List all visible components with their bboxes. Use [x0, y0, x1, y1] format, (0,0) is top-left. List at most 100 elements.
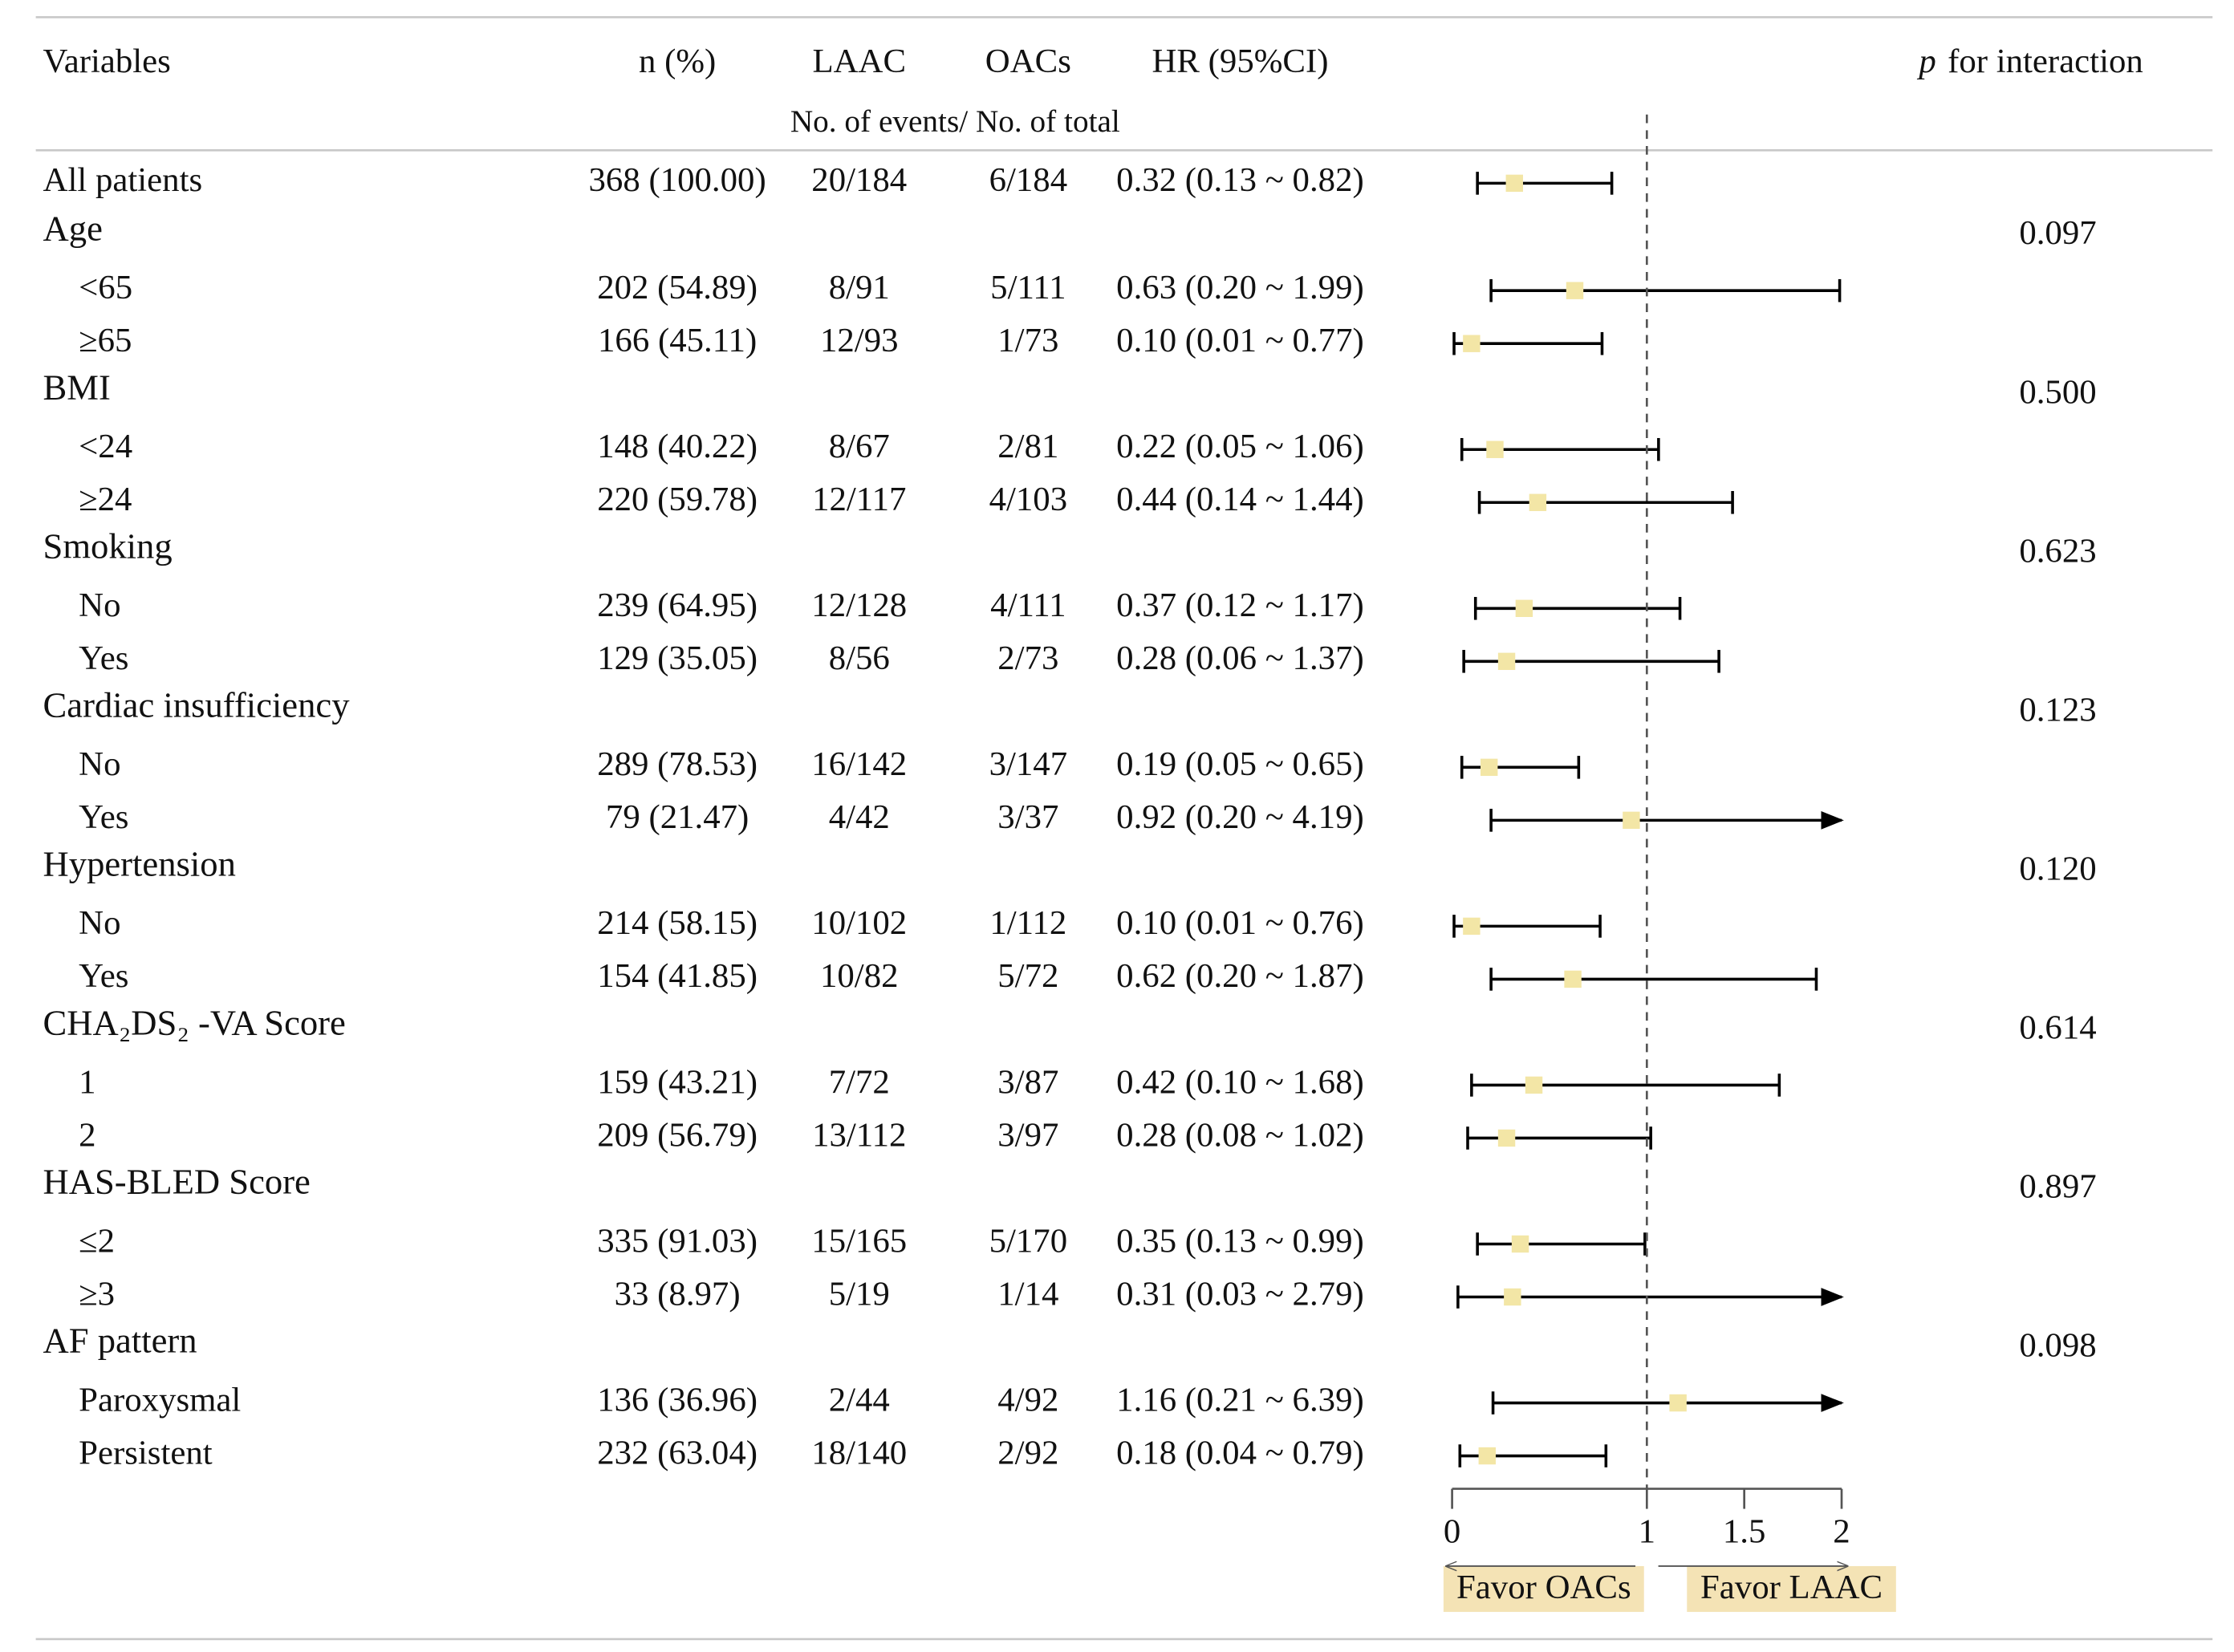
oacs-events: 3/87	[997, 1063, 1058, 1101]
favor-right-bg	[1687, 1565, 1896, 1613]
laac-events: 18/140	[811, 1434, 907, 1471]
hr-ci: 0.37 (0.12 ~ 1.17)	[1116, 587, 1364, 624]
p-interaction: 0.120	[2019, 850, 2096, 887]
laac-events: 2/44	[829, 1381, 890, 1419]
n-percent: 79 (21.47)	[606, 798, 749, 836]
n-percent: 154 (41.85)	[597, 957, 758, 995]
n-percent: 214 (58.15)	[597, 904, 758, 942]
row-label: 2	[79, 1116, 95, 1154]
group-label: Cardiac insufficiency	[43, 684, 351, 725]
laac-events: 7/72	[829, 1063, 890, 1101]
laac-events: 12/128	[811, 587, 907, 624]
favor-right: Favor LAAC	[1700, 1569, 1883, 1606]
favor-left: Favor OACs	[1456, 1569, 1631, 1606]
laac-events: 13/112	[812, 1116, 906, 1154]
row-label: Yes	[79, 957, 128, 995]
row-label: <24	[79, 428, 132, 465]
hr-ci: 0.10 (0.01 ~ 0.77)	[1116, 322, 1364, 359]
n-percent: 166 (45.11)	[598, 322, 757, 359]
oacs-events: 2/81	[997, 428, 1058, 465]
hr-marker	[1478, 1447, 1496, 1465]
p-interaction: 0.123	[2019, 691, 2096, 729]
hr-ci: 0.62 (0.20 ~ 1.87)	[1116, 957, 1364, 995]
row-label: Persistent	[79, 1434, 213, 1471]
x-tick-label: 0	[1444, 1513, 1460, 1551]
laac-events: 5/19	[829, 1275, 890, 1313]
n-percent: 289 (78.53)	[597, 745, 758, 783]
row-label: No	[79, 745, 120, 783]
header-laac: LAAC	[812, 43, 906, 80]
header-n: n (%)	[639, 43, 716, 80]
group-label: Age	[43, 208, 103, 248]
hr-ci: 0.32 (0.13 ~ 0.82)	[1116, 161, 1364, 199]
hr-ci: 0.31 (0.03 ~ 2.79)	[1116, 1275, 1364, 1313]
x-tick-label: 1.5	[1723, 1513, 1766, 1551]
laac-events: 4/42	[829, 798, 890, 836]
hr-ci: 0.22 (0.05 ~ 1.06)	[1116, 428, 1364, 465]
hr-marker	[1463, 917, 1481, 936]
group-label: CHA₂DS₂ -VA Score	[43, 1003, 346, 1043]
group-label: Smoking	[43, 526, 173, 566]
laac-events: 16/142	[811, 745, 907, 783]
row-label: Yes	[79, 639, 128, 677]
row-label: No	[79, 904, 120, 942]
n-percent: 202 (54.89)	[597, 269, 758, 306]
hr-ci: 0.42 (0.10 ~ 1.68)	[1116, 1063, 1364, 1101]
n-percent: 129 (35.05)	[597, 639, 758, 677]
oacs-events: 3/147	[989, 745, 1068, 783]
hr-marker	[1497, 652, 1516, 671]
row-label: ≥3	[79, 1275, 115, 1313]
oacs-events: 5/72	[997, 957, 1058, 995]
subheader: No. of events/ No. of total	[790, 104, 1120, 139]
row-label: <65	[79, 269, 132, 306]
hr-marker	[1566, 282, 1584, 299]
hr-marker	[1505, 174, 1523, 193]
p-interaction: 0.500	[2019, 373, 2096, 411]
p-interaction: 0.098	[2019, 1327, 2096, 1365]
n-percent: 368 (100.00)	[589, 161, 766, 199]
header-p-symbol: p	[1916, 43, 1935, 80]
n-percent: 335 (91.03)	[597, 1222, 758, 1260]
oacs-events: 1/112	[989, 904, 1066, 942]
row-label: No	[79, 587, 120, 624]
row-label: 1	[79, 1063, 95, 1101]
oacs-events: 4/111	[990, 587, 1066, 624]
hr-ci: 0.92 (0.20 ~ 4.19)	[1116, 798, 1364, 836]
laac-events: 10/102	[811, 904, 907, 942]
group-label: BMI	[43, 367, 111, 407]
hr-marker	[1504, 1288, 1521, 1306]
p-interaction: 0.614	[2019, 1009, 2096, 1046]
hr-marker	[1515, 599, 1533, 618]
oacs-events: 1/14	[997, 1275, 1058, 1313]
n-percent: 220 (59.78)	[597, 481, 758, 518]
hr-ci: 0.28 (0.08 ~ 1.02)	[1116, 1116, 1364, 1154]
row-label: All patients	[43, 161, 203, 199]
group-label: AF pattern	[43, 1321, 197, 1361]
oacs-events: 5/111	[990, 269, 1066, 306]
oacs-events: 3/37	[997, 798, 1058, 836]
hr-marker	[1497, 1129, 1516, 1147]
oacs-events: 4/103	[989, 481, 1068, 518]
hr-ci: 0.28 (0.06 ~ 1.37)	[1116, 639, 1364, 677]
group-label: Hypertension	[43, 843, 236, 883]
hr-marker	[1511, 1235, 1529, 1253]
hr-marker	[1463, 335, 1481, 352]
laac-events: 20/184	[811, 161, 907, 199]
hr-ci: 0.18 (0.04 ~ 0.79)	[1116, 1434, 1364, 1471]
oacs-events: 2/73	[997, 639, 1058, 677]
group-label: HAS-BLED Score	[43, 1162, 311, 1202]
hr-marker	[1564, 970, 1582, 988]
favor-left-bg	[1443, 1565, 1644, 1613]
hr-ci: 1.16 (0.21 ~ 6.39)	[1116, 1381, 1364, 1419]
x-tick-label: 2	[1833, 1513, 1850, 1551]
p-interaction: 0.897	[2019, 1168, 2096, 1206]
p-interaction: 0.623	[2019, 532, 2096, 570]
row-label: Yes	[79, 798, 128, 836]
hr-marker	[1525, 1076, 1543, 1094]
hr-ci: 0.35 (0.13 ~ 0.99)	[1116, 1222, 1364, 1260]
header-p-text: for interaction	[1948, 43, 2143, 80]
row-label: ≥65	[79, 322, 132, 359]
n-percent: 148 (40.22)	[597, 428, 758, 465]
oacs-events: 5/170	[989, 1222, 1068, 1260]
